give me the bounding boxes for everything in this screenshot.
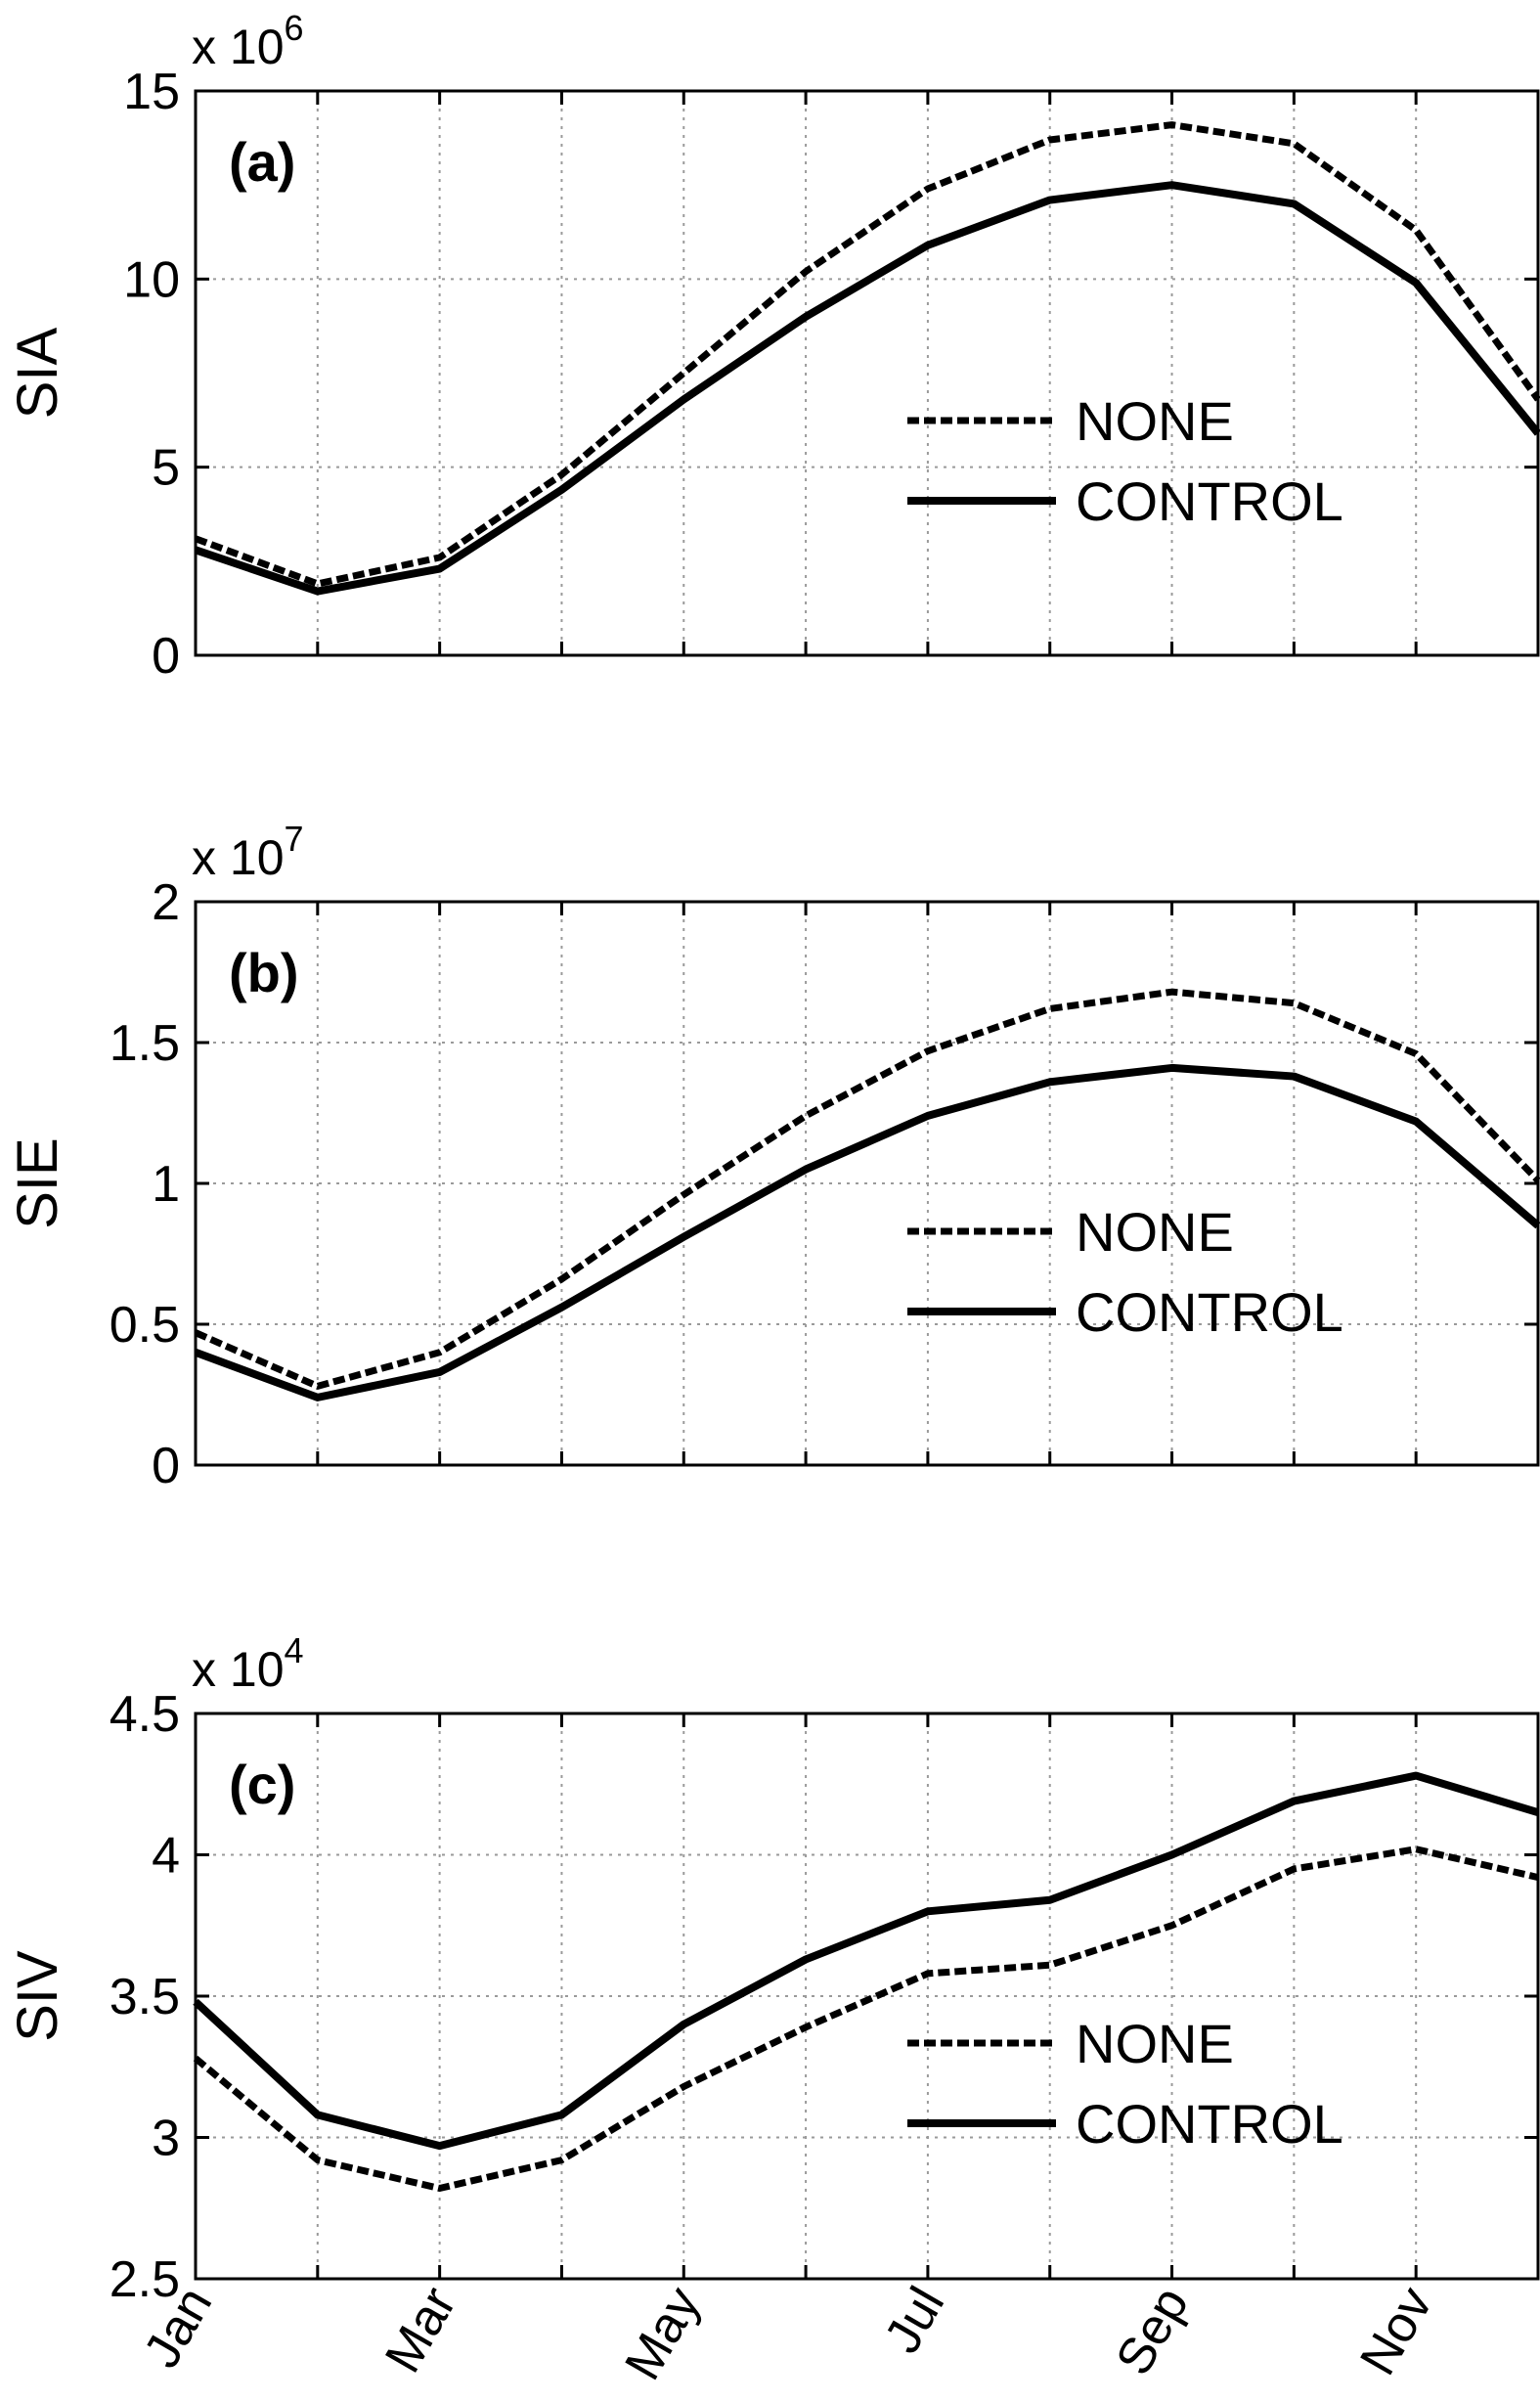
x-tick-label: Jul	[874, 2278, 955, 2363]
x-tick-label: Mar	[374, 2278, 467, 2382]
series-line-none	[194, 988, 1540, 1390]
y-tick-label: 3	[152, 2111, 180, 2167]
legend-label-control: CONTROL	[1076, 1281, 1343, 1343]
legend-label-none: NONE	[1076, 2013, 1234, 2074]
y-tick-label: 0	[152, 628, 180, 685]
plot-frame	[194, 1712, 1540, 2281]
x-tick-label: Sep	[1105, 2278, 1199, 2384]
axis-multiplier-exponent: 7	[285, 819, 304, 859]
axis-multiplier: x 107	[192, 819, 304, 885]
x-tick-label: Nov	[1349, 2278, 1443, 2384]
panel-label: (b)	[229, 942, 299, 1003]
panel-b: 0 0.5 1 1.5 2 SIE x 107 (b) NONE CONTROL	[6, 819, 1540, 1494]
y-tick-label: 0.5	[110, 1297, 180, 1354]
y-axis-label: SIV	[6, 1950, 69, 2042]
y-tick-label: 1	[152, 1156, 180, 1213]
y-tick-label: 10	[123, 251, 180, 308]
axis-multiplier: x 104	[192, 1630, 304, 1697]
plot-frame	[194, 89, 1540, 657]
y-tick-label: 2.5	[110, 2251, 180, 2308]
y-tick-label: 4	[152, 1828, 180, 1885]
plot-frame	[194, 900, 1540, 1467]
y-tick-label: 0	[152, 1438, 180, 1494]
series-line-control	[193, 1771, 1540, 2151]
y-axis-label: SIA	[6, 327, 69, 419]
legend-label-none: NONE	[1076, 1201, 1234, 1263]
legend-label-control: CONTROL	[1076, 2093, 1343, 2155]
series-line-control	[194, 1063, 1540, 1401]
series-line-control	[194, 181, 1540, 596]
y-tick-label: 5	[152, 440, 180, 497]
axis-multiplier-exponent: 4	[285, 1630, 304, 1670]
y-tick-label: 2	[152, 874, 180, 931]
series-line-none	[194, 121, 1540, 588]
series-line-none	[193, 1846, 1539, 2193]
y-tick-label: 1.5	[110, 1015, 180, 1072]
y-axis-label: SIE	[6, 1137, 69, 1229]
panel-label: (c)	[229, 1754, 295, 1815]
panel-label: (a)	[229, 131, 295, 193]
y-tick-label: 15	[123, 64, 180, 120]
panel-a: 0 5 10 15 SIA x 106 (a) NONE CONTROL	[6, 8, 1540, 685]
axis-multiplier-exponent: 6	[285, 8, 304, 48]
y-tick-label: 3.5	[110, 1969, 180, 2025]
axis-multiplier: x 106	[192, 8, 304, 74]
y-tick-label: 4.5	[110, 1686, 180, 1743]
legend-label-none: NONE	[1076, 390, 1234, 452]
legend-label-control: CONTROL	[1076, 470, 1343, 532]
x-tick-label: May	[614, 2278, 711, 2389]
